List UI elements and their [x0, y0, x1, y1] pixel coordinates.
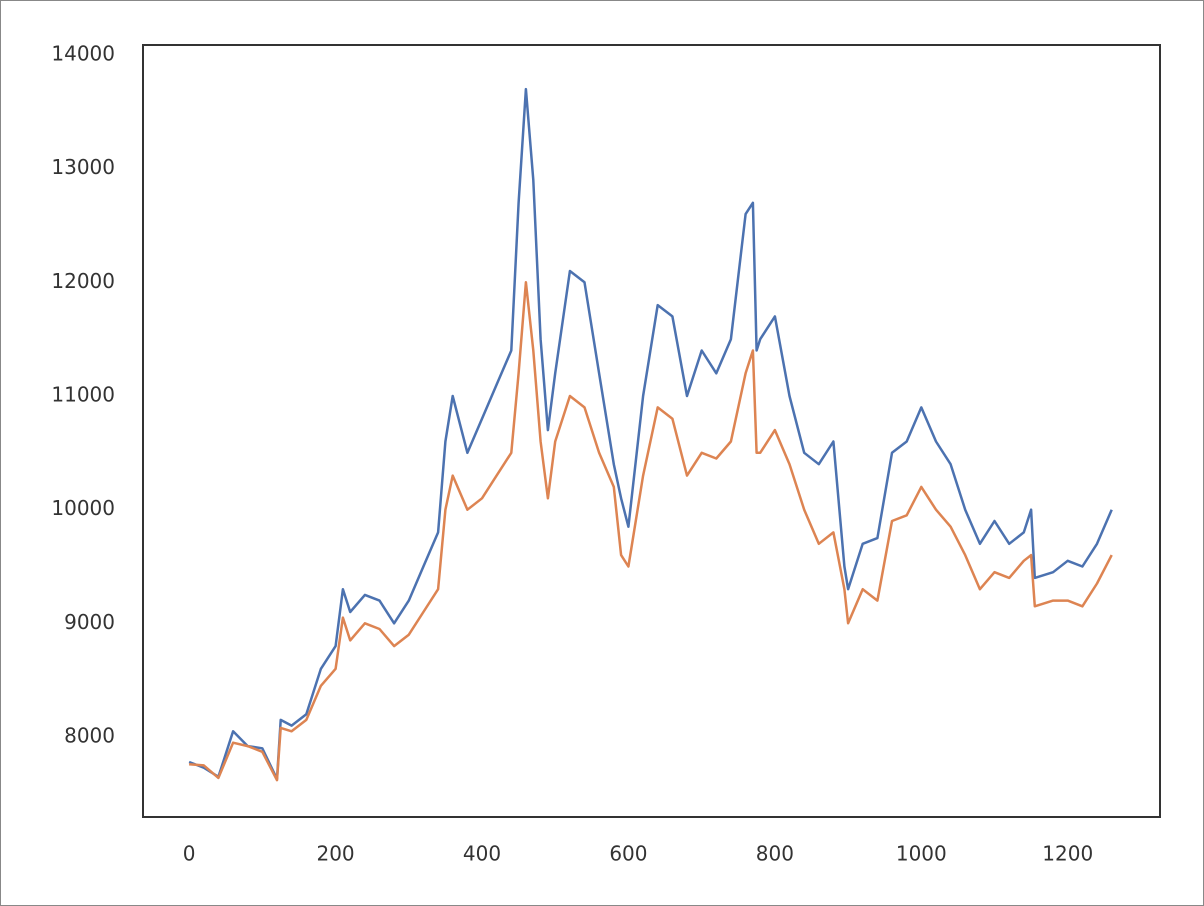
y-tick-label: 13000	[51, 155, 115, 179]
x-tick-label: 1200	[1042, 842, 1093, 866]
y-tick-label: 10000	[51, 496, 115, 520]
y-tick-label: 9000	[64, 610, 115, 634]
y-tick-label: 14000	[51, 42, 115, 66]
x-tick-label: 0	[183, 842, 196, 866]
y-tick-label: 8000	[64, 723, 115, 747]
x-tick-label: 800	[756, 842, 794, 866]
x-tick-label: 600	[609, 842, 647, 866]
x-tick-label: 400	[463, 842, 501, 866]
x-tick-label: 200	[316, 842, 354, 866]
line-series	[189, 281, 1113, 782]
x-tick-label: 1000	[896, 842, 947, 866]
plot-frame	[142, 44, 1161, 818]
y-tick-label: 11000	[51, 382, 115, 406]
y-tick-label: 12000	[51, 269, 115, 293]
line-series	[188, 87, 1113, 781]
